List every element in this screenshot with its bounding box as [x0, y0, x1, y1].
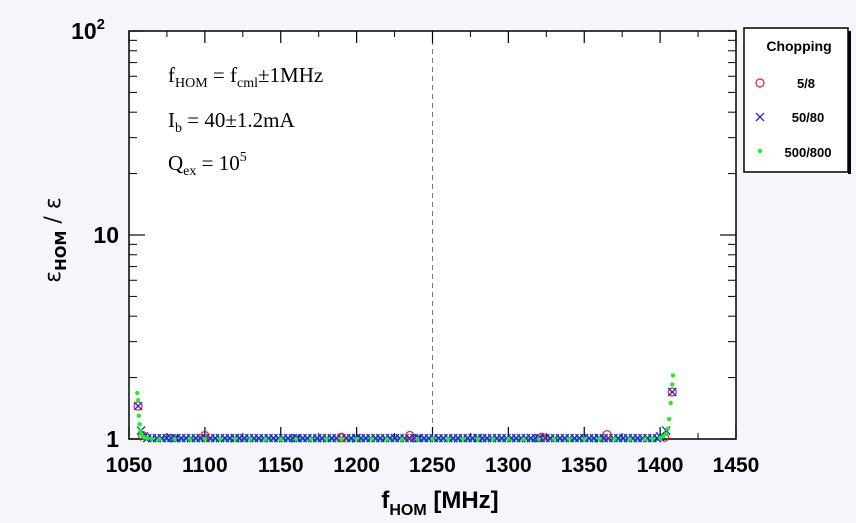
x-ticks: 1050 1100 1150 1200 1250 1300 1350 1400 1450	[106, 31, 760, 477]
legend-marker-50-80	[755, 112, 765, 122]
point-500-800-32	[491, 436, 496, 442]
series-layer	[133, 373, 677, 443]
point-500-800-16	[248, 436, 253, 442]
point-500-800-35	[536, 436, 541, 442]
point-500-800-18	[278, 436, 283, 442]
point-500-800-49	[668, 400, 673, 406]
point-50-80-13	[667, 387, 677, 397]
point-500-800-28	[430, 436, 435, 442]
legend-label-500-800: 500/800	[785, 145, 832, 160]
x-tick-label-1350: 1350	[561, 454, 608, 477]
point-500-800-48	[667, 417, 672, 422]
x-axis-label: fHOM [MHz]	[381, 487, 498, 519]
point-500-800-22	[339, 436, 344, 442]
point-500-800-4	[138, 428, 143, 433]
legend-label-5-8: 5/8	[797, 76, 815, 91]
x-tick-label-1400: 1400	[637, 454, 684, 477]
point-500-800-37	[566, 436, 572, 442]
x-tick-label-1200: 1200	[333, 454, 380, 477]
legend-shadow	[848, 31, 851, 174]
point-500-800-30	[460, 436, 466, 442]
point-500-800-19	[293, 436, 299, 442]
series-500-800	[135, 373, 676, 442]
point-500-800-15	[233, 436, 238, 442]
point-500-800-23	[354, 436, 359, 442]
legend-marker-5-8	[755, 78, 765, 88]
point-500-800-3	[137, 422, 142, 427]
point-500-800-34	[521, 436, 526, 442]
annotation-block: fHOM = fcml±1MHz Ib = 40±1.2mA Qex = 105	[168, 63, 323, 179]
point-50-80-0	[133, 401, 143, 411]
point-500-800-14	[217, 436, 223, 442]
y-axis-label: εHOM / ε	[41, 197, 70, 282]
x-tick-label-1250: 1250	[409, 454, 456, 477]
point-500-800-38	[582, 436, 587, 442]
point-50-80-0-stroke-b	[133, 401, 143, 411]
point-500-800-43	[650, 436, 655, 442]
annotation-fhom: fHOM = fcml±1MHz	[168, 63, 323, 91]
y-ticks: 1 10 102	[71, 16, 736, 452]
point-500-800-2	[136, 413, 142, 418]
point-500-800-27	[415, 436, 420, 442]
point-500-800-21	[324, 436, 329, 442]
point-500-800-40	[612, 436, 617, 442]
point-500-800-24	[369, 436, 374, 442]
point-500-800-10	[157, 436, 162, 442]
point-500-800-47	[665, 426, 670, 432]
legend-label-50-80: 50/80	[792, 110, 825, 125]
y-tick-label-0: 1	[106, 426, 119, 452]
legend-title: Chopping	[766, 38, 831, 54]
point-500-800-25	[384, 436, 390, 442]
legend-marker-500-800	[757, 148, 763, 154]
point-500-800-17	[263, 436, 268, 442]
y-tick-label-2: 102	[71, 16, 105, 44]
point-500-800-26	[399, 436, 405, 442]
x-tick-label-1050: 1050	[106, 454, 153, 477]
x-tick-label-1450: 1450	[713, 454, 760, 477]
point-500-800-45	[660, 434, 666, 439]
x-tick-label-1100: 1100	[182, 454, 228, 477]
minor-ticks	[129, 39, 736, 379]
legend-marker-50-80-stroke-b	[755, 112, 765, 122]
point-500-800-29	[445, 436, 450, 442]
annotation-qex: Qex = 105	[168, 150, 247, 179]
point-500-800-11	[172, 436, 177, 442]
legend-frame	[743, 27, 849, 173]
point-500-800-42	[642, 436, 648, 442]
legend: Chopping 5/8 50/80 500/800	[743, 27, 851, 174]
point-500-800-0	[135, 390, 140, 396]
y-tick-label-1: 10	[93, 222, 119, 248]
x-tick-label-1150: 1150	[258, 454, 304, 477]
point-500-800-8	[145, 435, 150, 441]
point-500-800-20	[308, 436, 314, 442]
point-500-800-12	[187, 436, 192, 442]
legend-markers	[755, 78, 765, 154]
point-50-80-13-stroke-b	[667, 387, 677, 397]
point-500-800-1	[135, 397, 141, 403]
point-500-800-51	[670, 373, 676, 378]
annotation-ib: Ib = 40±1.2mA	[168, 108, 295, 136]
point-5-8-4	[405, 430, 415, 441]
point-500-800-39	[597, 436, 602, 442]
point-500-800-36	[551, 436, 557, 442]
x-tick-label-1300: 1300	[485, 454, 532, 477]
point-500-800-9	[149, 436, 154, 442]
point-500-800-31	[475, 436, 481, 442]
point-500-800-41	[627, 436, 632, 442]
point-500-800-46	[663, 431, 669, 437]
point-5-8-3	[336, 432, 347, 442]
point-500-800-50	[670, 382, 675, 387]
point-5-8-8	[667, 387, 677, 397]
point-500-800-33	[506, 436, 511, 442]
point-500-800-13	[202, 436, 208, 442]
